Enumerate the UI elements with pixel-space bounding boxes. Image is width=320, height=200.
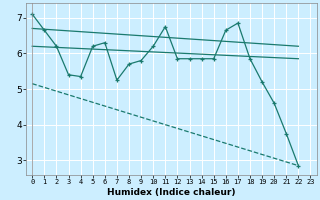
X-axis label: Humidex (Indice chaleur): Humidex (Indice chaleur) bbox=[107, 188, 236, 197]
